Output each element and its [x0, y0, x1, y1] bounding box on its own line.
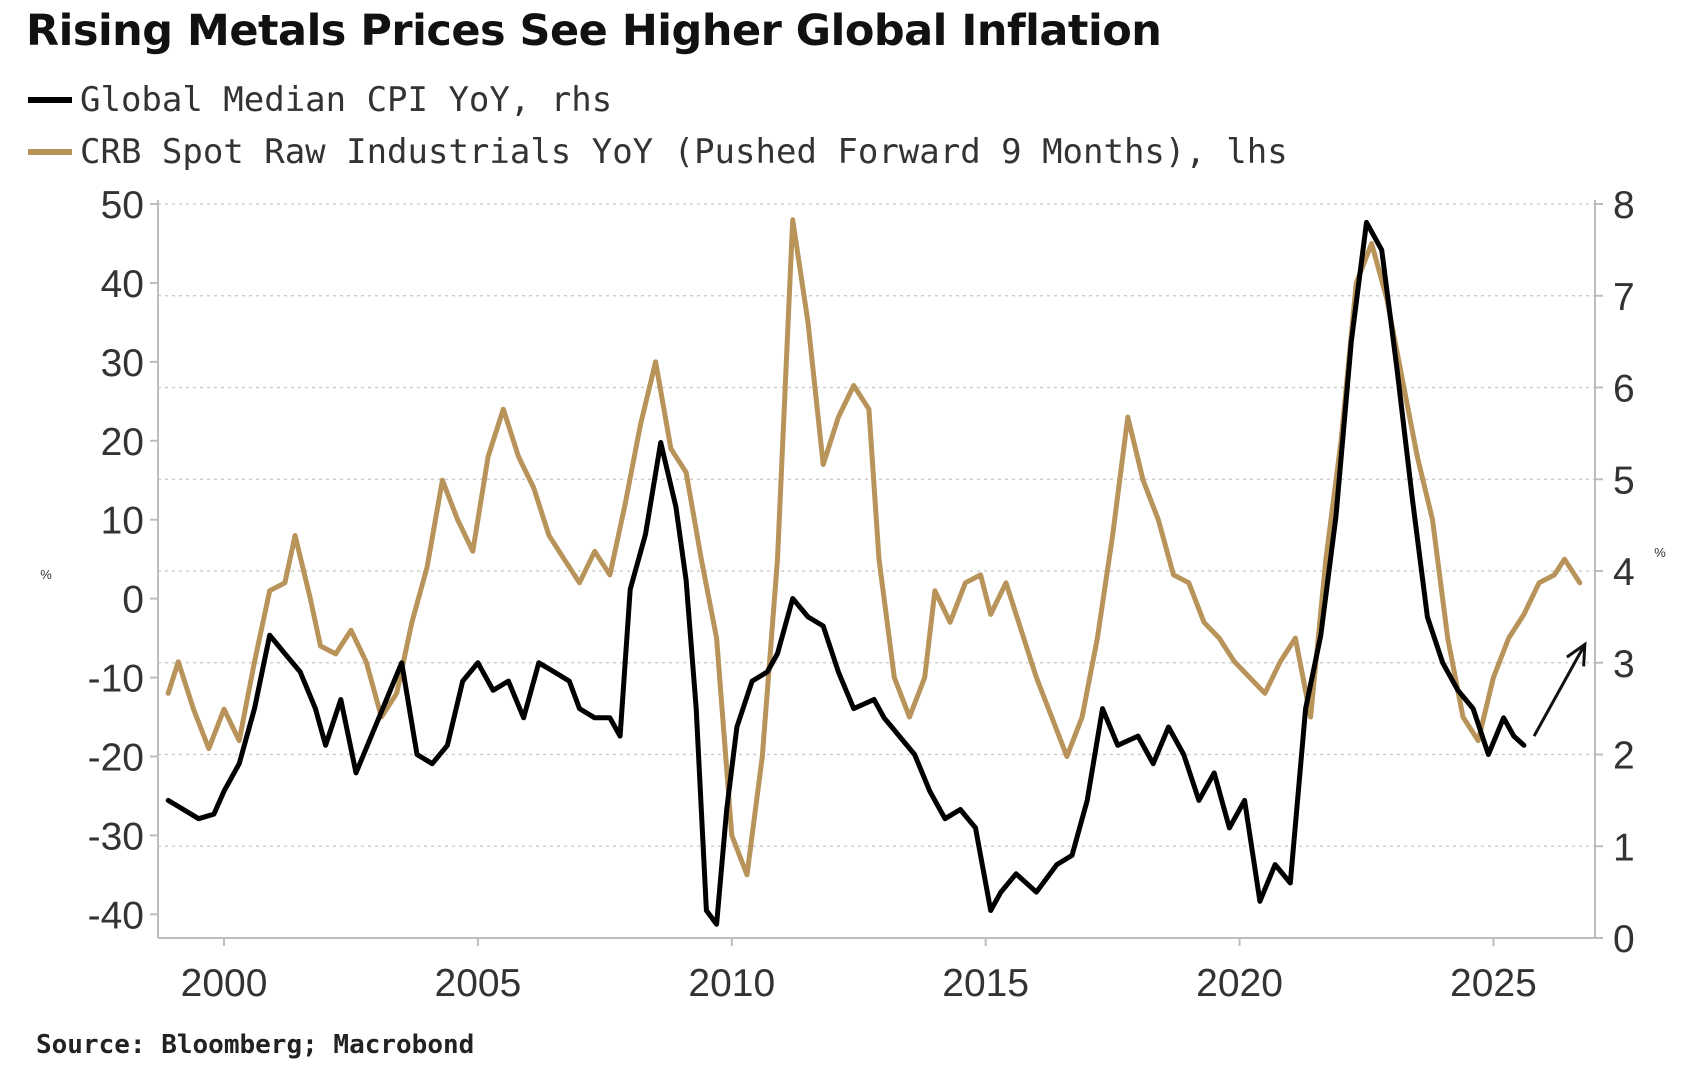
x-tick-label: 2005 [435, 962, 522, 1005]
left-tick-label: 10 [101, 500, 144, 543]
left-tick-label: 40 [101, 263, 144, 306]
x-tick-label: 2020 [1196, 962, 1283, 1005]
legend-item-crb: CRB Spot Raw Industrials YoY (Pushed For… [28, 126, 1288, 178]
left-tick-label: 50 [101, 184, 144, 227]
right-tick-label: 6 [1613, 368, 1635, 411]
left-tick-label: -30 [88, 815, 144, 858]
legend-item-cpi: Global Median CPI YoY, rhs [28, 74, 1288, 126]
left-tick-label: 0 [122, 579, 144, 622]
left-tick-label: -10 [88, 658, 144, 701]
x-tick-label: 2000 [181, 962, 268, 1005]
chart-title: Rising Metals Prices See Higher Global I… [26, 6, 1162, 56]
right-tick-label: 1 [1613, 826, 1635, 869]
right-tick-label: 2 [1613, 735, 1635, 778]
left-tick-label: 30 [101, 342, 144, 385]
series-line-crb [165, 217, 1583, 878]
axes [150, 200, 1603, 946]
left-tick-label: 20 [101, 421, 144, 464]
grid-lines [158, 203, 1595, 847]
left-unit-label: % [40, 567, 52, 582]
annotations [1532, 641, 1587, 737]
legend-label-cpi: Global Median CPI YoY, rhs [80, 80, 613, 120]
left-tick-label: -40 [88, 894, 144, 937]
legend-label-crb: CRB Spot Raw Industrials YoY (Pushed For… [80, 132, 1288, 172]
trend-arrow-shaft [1532, 643, 1587, 737]
right-tick-label: 7 [1613, 276, 1635, 319]
right-tick-label: 5 [1613, 459, 1635, 502]
legend: Global Median CPI YoY, rhs CRB Spot Raw … [28, 74, 1288, 178]
right-unit-label: % [1654, 545, 1666, 560]
legend-swatch-cpi [28, 97, 72, 103]
legend-swatch-crb [28, 149, 72, 155]
source-note: Source: Bloomberg; Macrobond [36, 1030, 475, 1060]
left-tick-label: -20 [88, 736, 144, 779]
trend-arrow-head [1566, 641, 1587, 667]
right-tick-label: 0 [1613, 918, 1635, 961]
x-tick-label: 2015 [942, 962, 1029, 1005]
right-tick-label: 4 [1613, 551, 1635, 594]
x-tick-label: 2025 [1450, 962, 1537, 1005]
series-lines [165, 217, 1583, 927]
series-line-cpi [165, 219, 1527, 927]
x-tick-label: 2010 [688, 962, 775, 1005]
right-tick-label: 8 [1613, 184, 1635, 227]
right-tick-label: 3 [1613, 643, 1635, 686]
